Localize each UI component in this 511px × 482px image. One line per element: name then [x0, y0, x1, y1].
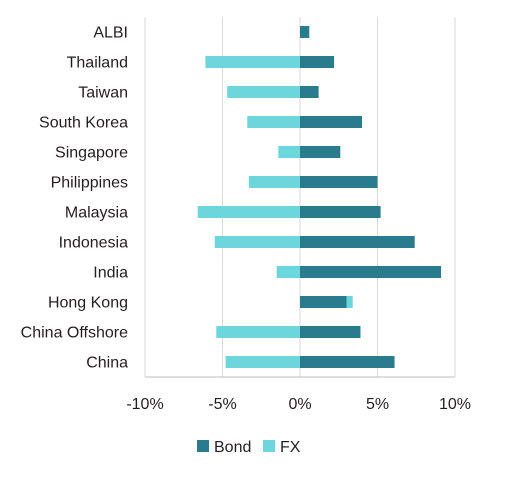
bar-fx-thailand	[205, 56, 300, 68]
legend-swatch-fx	[263, 440, 275, 452]
bar-bond-china	[300, 356, 395, 368]
bar-fx-indonesia	[214, 236, 300, 248]
bar-bond-china-offshore	[300, 326, 361, 338]
legend-label-bond: Bond	[214, 439, 251, 456]
gridlines	[144, 17, 456, 377]
bar-bond-philippines	[300, 176, 378, 188]
bar-bond-hong-kong	[300, 296, 347, 308]
x-tick-label: -5%	[208, 396, 236, 413]
category-label: ALBI	[93, 25, 128, 42]
bar-bond-albi	[300, 26, 310, 38]
bar-bond-thailand	[300, 56, 335, 68]
bar-fx-south-korea	[247, 116, 300, 128]
legend: Bond FX	[197, 439, 301, 456]
x-tick-label: 10%	[439, 396, 471, 413]
bar-bond-malaysia	[300, 206, 381, 218]
category-label: Malaysia	[65, 205, 128, 222]
bar-fx-china	[225, 356, 300, 368]
bar-fx-hong-kong	[346, 296, 353, 308]
bar-fx-singapore	[278, 146, 300, 158]
category-label: Thailand	[67, 55, 128, 72]
category-label: Philippines	[51, 175, 128, 192]
bar-bond-taiwan	[300, 86, 319, 98]
category-labels: ALBI Thailand Taiwan South Korea Singapore Ph…	[21, 25, 128, 372]
bar-fx-india	[276, 266, 300, 278]
category-label: South Korea	[39, 115, 128, 132]
bar-bond-indonesia	[300, 236, 415, 248]
legend-label-fx: FX	[280, 439, 301, 456]
category-label: Singapore	[55, 145, 128, 162]
bar-bond-india	[300, 266, 442, 278]
x-tick-label: -10%	[126, 396, 163, 413]
bar-fx-china-offshore	[216, 326, 300, 338]
x-tick-label: 5%	[366, 396, 389, 413]
category-label: China	[86, 355, 128, 372]
category-label: Taiwan	[78, 85, 128, 102]
category-label: Hong Kong	[48, 295, 128, 312]
bar-fx-taiwan	[227, 86, 300, 98]
bar-fx-philippines	[248, 176, 300, 188]
bar-bond-singapore	[300, 146, 341, 158]
category-label: China Offshore	[21, 325, 128, 342]
bar-fx-malaysia	[197, 206, 300, 218]
bar-bond-south-korea	[300, 116, 362, 128]
tick-labels: -10% -5% 0% 5% 10%	[126, 396, 471, 413]
category-label: India	[93, 265, 128, 282]
bars	[197, 26, 442, 368]
category-label: Indonesia	[59, 235, 128, 252]
legend-swatch-bond	[197, 440, 209, 452]
x-tick-label: 0%	[288, 396, 311, 413]
